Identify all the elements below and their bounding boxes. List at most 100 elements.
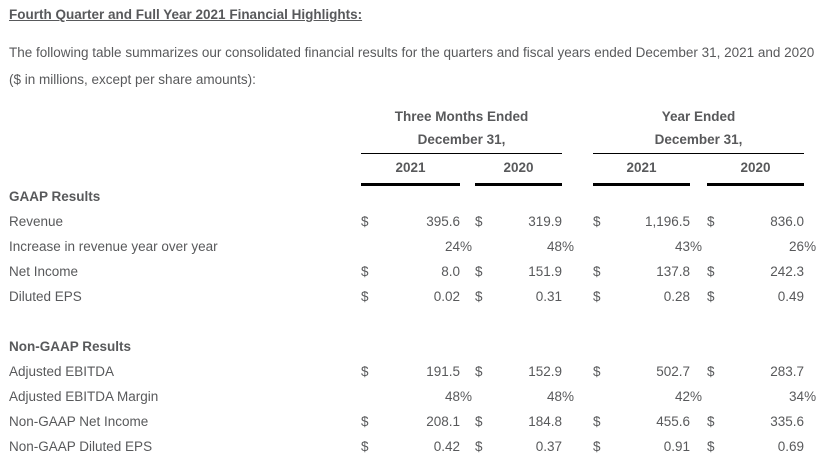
- table-row: Revenue $ 395.6 $ 319.9 $ 1,196.5 $ 836.…: [9, 209, 817, 234]
- cell-fy2021-suffix: [690, 184, 703, 209]
- row-label: Increase in revenue year over year: [9, 239, 218, 254]
- cell-q2021-value: 24: [444, 239, 460, 254]
- cell-q2020-suffix: [562, 434, 575, 459]
- cell-q2020-value: 184.8: [528, 414, 563, 429]
- cell-q2021-value: 8.0: [441, 264, 460, 279]
- cell-q2020-value: [489, 184, 562, 209]
- row-label: GAAP Results: [9, 189, 101, 204]
- cell-fy2021-suffix: [690, 284, 703, 309]
- cell-q2021-suffix: %: [460, 239, 473, 254]
- cell-fy2020-prefix: $: [707, 414, 715, 429]
- cell-q2020-prefix: [475, 309, 489, 334]
- cell-q2021-suffix: [460, 184, 473, 209]
- financial-highlights-table: Three Months Ended Year Ended December 3…: [9, 106, 817, 459]
- cell-q2020-prefix: $: [475, 214, 483, 229]
- cell-q2020-value: 152.9: [528, 364, 563, 379]
- cell-fy2021-value: 502.7: [656, 364, 691, 379]
- cell-fy2020-value: 335.6: [770, 414, 805, 429]
- cell-fy2021-suffix: %: [690, 239, 703, 254]
- cell-fy2020-value: 242.3: [770, 264, 805, 279]
- cell-fy2020-prefix: [707, 184, 721, 209]
- cell-q2021-suffix: [460, 309, 473, 334]
- cell-q2021-prefix: $: [361, 439, 369, 454]
- cell-q2020-prefix: $: [475, 364, 483, 379]
- cell-q2021-value: 191.5: [426, 364, 460, 379]
- cell-fy2020-suffix: [804, 434, 817, 459]
- cell-q2020-prefix: $: [475, 439, 483, 454]
- cell-fy2020-prefix: [707, 309, 721, 334]
- group-subtitle-row: December 31, December 31,: [9, 128, 817, 154]
- group-title-row: Three Months Ended Year Ended: [9, 106, 817, 128]
- table-row: Net Income $ 8.0 $ 151.9 $ 137.8 $ 242.3: [9, 259, 817, 284]
- cell-q2021-prefix: $: [361, 364, 369, 379]
- cell-fy2021-suffix: [690, 309, 703, 334]
- cell-q2020-suffix: [562, 209, 575, 234]
- cell-q2021-value: [375, 309, 460, 334]
- cell-q2020-suffix: [562, 409, 575, 434]
- row-label: [9, 309, 361, 334]
- cell-fy2020-prefix: $: [707, 364, 715, 379]
- cell-fy2020-prefix: $: [707, 264, 715, 279]
- row-label: Net Income: [9, 264, 79, 279]
- cell-fy2021-value: 42: [674, 389, 691, 404]
- cell-fy2021-suffix: [690, 334, 703, 359]
- cell-fy2020-value: 34: [789, 389, 805, 404]
- cell-q2021-prefix: $: [361, 289, 369, 304]
- cell-q2020-suffix: %: [562, 239, 575, 254]
- cell-fy2021-prefix: $: [593, 439, 601, 454]
- year-header-row: 2021 2020 2021 2020: [9, 153, 817, 186]
- cell-fy2021-suffix: [690, 409, 703, 434]
- cell-q2021-suffix: %: [460, 389, 473, 404]
- cell-fy2020-prefix: $: [707, 289, 715, 304]
- cell-q2020-prefix: [475, 334, 489, 359]
- table-row: Non-GAAP Diluted EPS $ 0.42 $ 0.37 $ 0.9…: [9, 434, 817, 459]
- cell-fy2021-suffix: [690, 359, 703, 384]
- cell-q2020-prefix: [475, 184, 489, 209]
- cell-fy2020-value: [721, 334, 804, 359]
- table-row: [9, 309, 817, 334]
- cell-fy2021-suffix: [690, 209, 703, 234]
- cell-fy2020-prefix: [707, 384, 721, 409]
- row-label: Adjusted EBITDA: [9, 364, 115, 379]
- cell-fy2021-prefix: $: [593, 364, 601, 379]
- cell-q2020-prefix: $: [475, 289, 483, 304]
- cell-q2021-suffix: [460, 334, 473, 359]
- cell-q2021-suffix: [460, 359, 473, 384]
- cell-fy2020-value: 26: [789, 239, 805, 254]
- cell-fy2020-prefix: [707, 234, 721, 259]
- cell-fy2020-suffix: [804, 184, 817, 209]
- cell-q2021-value: 0.42: [433, 439, 460, 454]
- cell-q2020-suffix: [562, 259, 575, 284]
- financial-table-body: GAAP Results Revenue $ 395.6 $ 319.9 $ 1…: [9, 184, 817, 459]
- cell-fy2020-value: 0.69: [777, 439, 805, 454]
- cell-q2021-value: 208.1: [426, 414, 460, 429]
- cell-fy2020-suffix: [804, 334, 817, 359]
- cell-fy2021-value: 455.6: [656, 414, 691, 429]
- cell-fy2021-value: [607, 309, 690, 334]
- row-label: Non-GAAP Results: [9, 339, 132, 354]
- cell-q2020-prefix: [475, 234, 489, 259]
- cell-q2021-value: [375, 334, 460, 359]
- cell-q2020-value: 0.31: [535, 289, 563, 304]
- cell-q2020-value: 0.37: [535, 439, 563, 454]
- year-header-fy-2020: 2020: [707, 153, 805, 186]
- year-header-q-2021: 2021: [361, 153, 460, 186]
- cell-q2021-prefix: $: [361, 264, 369, 279]
- cell-fy2020-suffix: [804, 209, 817, 234]
- cell-q2021-prefix: [361, 334, 375, 359]
- table-row: GAAP Results: [9, 184, 817, 209]
- cell-q2021-value: 0.02: [433, 289, 460, 304]
- cell-fy2021-prefix: $: [593, 264, 601, 279]
- row-label: Adjusted EBITDA Margin: [9, 389, 159, 404]
- cell-fy2020-prefix: $: [707, 439, 715, 454]
- cell-fy2020-suffix: [804, 359, 817, 384]
- cell-q2021-suffix: [460, 434, 473, 459]
- cell-q2020-prefix: [475, 384, 489, 409]
- cell-fy2021-prefix: [593, 384, 607, 409]
- cell-q2021-prefix: [361, 309, 375, 334]
- table-row: Diluted EPS $ 0.02 $ 0.31 $ 0.28 $ 0.49: [9, 284, 817, 309]
- cell-fy2021-suffix: [690, 259, 703, 284]
- cell-fy2021-suffix: %: [690, 389, 703, 404]
- cell-q2020-suffix: [562, 334, 575, 359]
